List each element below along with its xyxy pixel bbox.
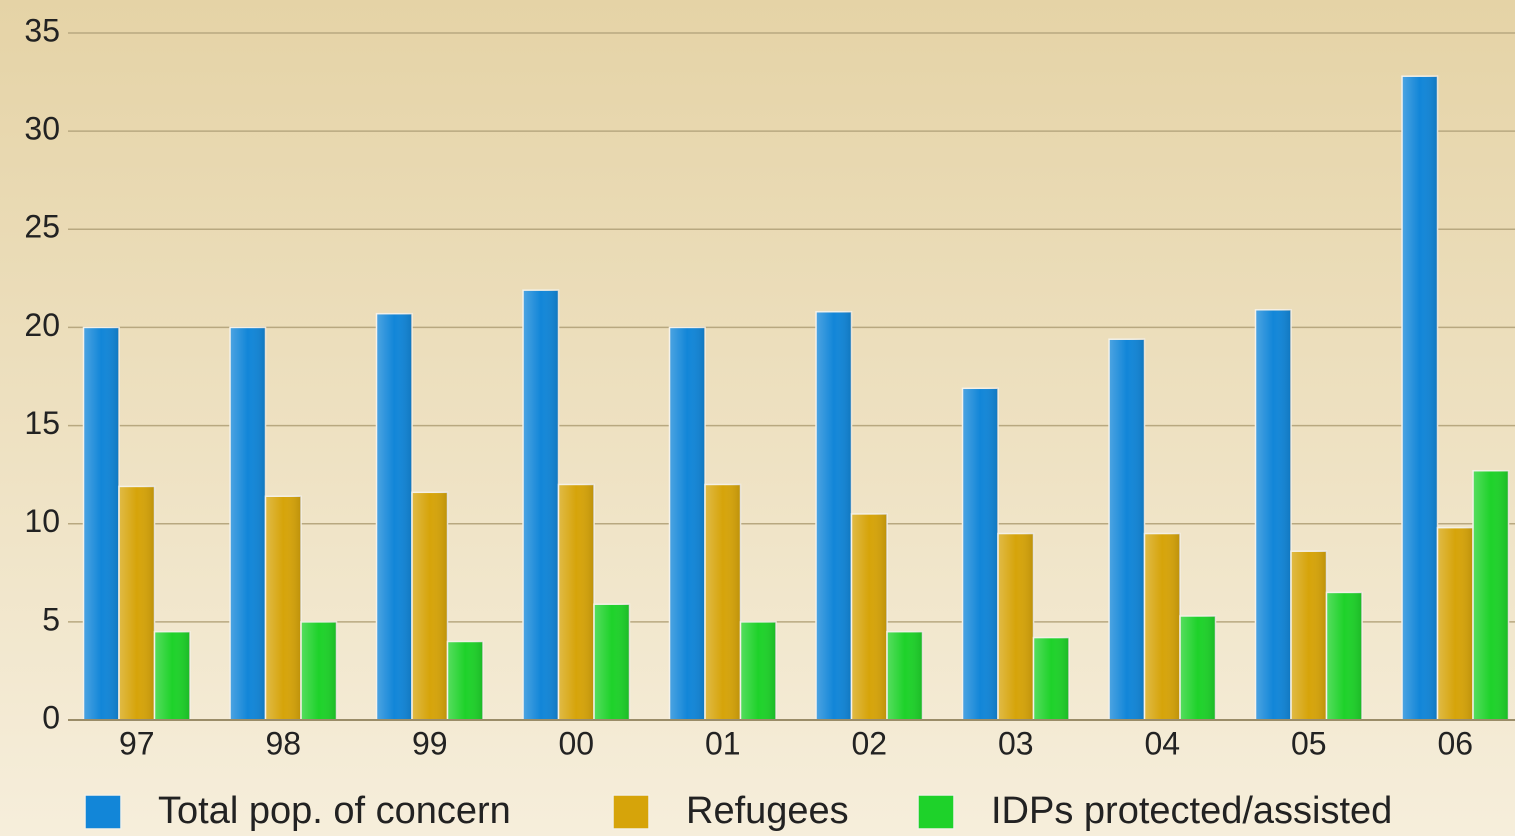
bar (264, 495, 302, 721)
x-tick-label: 02 (851, 725, 887, 761)
bar (961, 387, 999, 721)
bar (739, 621, 777, 721)
y-tick-label: 10 (24, 503, 60, 539)
bar (850, 513, 888, 721)
bar (1401, 75, 1439, 721)
bar (229, 326, 267, 721)
y-tick-label: 5 (42, 601, 60, 637)
legend-label: IDPs protected/assisted (991, 790, 1392, 832)
x-tick-label: 05 (1291, 725, 1327, 761)
bar (411, 491, 449, 721)
x-tick-label: 01 (705, 725, 741, 761)
bar (1436, 526, 1474, 721)
bar (1472, 469, 1510, 721)
bar (1290, 550, 1328, 721)
x-tick-label: 97 (119, 725, 155, 761)
bar (375, 312, 413, 721)
bar (300, 621, 338, 721)
bar (668, 326, 706, 721)
x-tick-label: 06 (1437, 725, 1473, 761)
legend-label: Refugees (686, 790, 849, 832)
bar (118, 485, 156, 721)
bar (886, 630, 924, 721)
y-tick-label: 20 (24, 307, 60, 343)
bar (153, 630, 191, 721)
x-tick-label: 99 (412, 725, 448, 761)
bar (593, 603, 631, 721)
legend-swatch (84, 794, 122, 830)
x-tick-label: 04 (1144, 725, 1180, 761)
y-tick-label: 0 (42, 699, 60, 735)
bar (557, 483, 595, 721)
bar (1108, 338, 1146, 721)
y-tick-label: 35 (24, 12, 60, 48)
y-tick-label: 25 (24, 209, 60, 245)
bar (997, 532, 1035, 721)
x-tick-label: 98 (265, 725, 301, 761)
bar (446, 640, 484, 721)
x-tick-label: 03 (998, 725, 1034, 761)
y-tick-label: 15 (24, 405, 60, 441)
bar (704, 483, 742, 721)
bar (1254, 309, 1292, 721)
bar (1032, 636, 1070, 721)
legend-label: Total pop. of concern (158, 790, 511, 832)
bar (815, 310, 853, 721)
bar (1179, 615, 1217, 721)
bar (82, 326, 120, 721)
bar (1143, 532, 1181, 721)
bar (522, 289, 560, 721)
x-tick-label: 00 (558, 725, 594, 761)
bar (1325, 591, 1363, 721)
y-tick-label: 30 (24, 111, 60, 147)
legend-swatch (612, 794, 650, 830)
legend-swatch (917, 794, 955, 830)
